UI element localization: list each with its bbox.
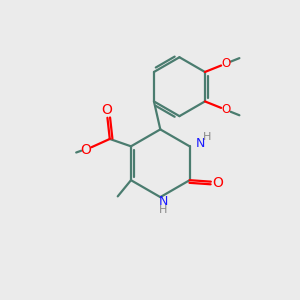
- Text: N: N: [159, 195, 168, 208]
- Text: O: O: [222, 57, 231, 70]
- Text: O: O: [80, 143, 92, 157]
- Text: N: N: [196, 137, 206, 151]
- Text: H: H: [159, 206, 167, 215]
- Text: O: O: [222, 103, 231, 116]
- Text: O: O: [101, 103, 112, 117]
- Text: H: H: [202, 133, 211, 142]
- Text: O: O: [212, 176, 223, 190]
